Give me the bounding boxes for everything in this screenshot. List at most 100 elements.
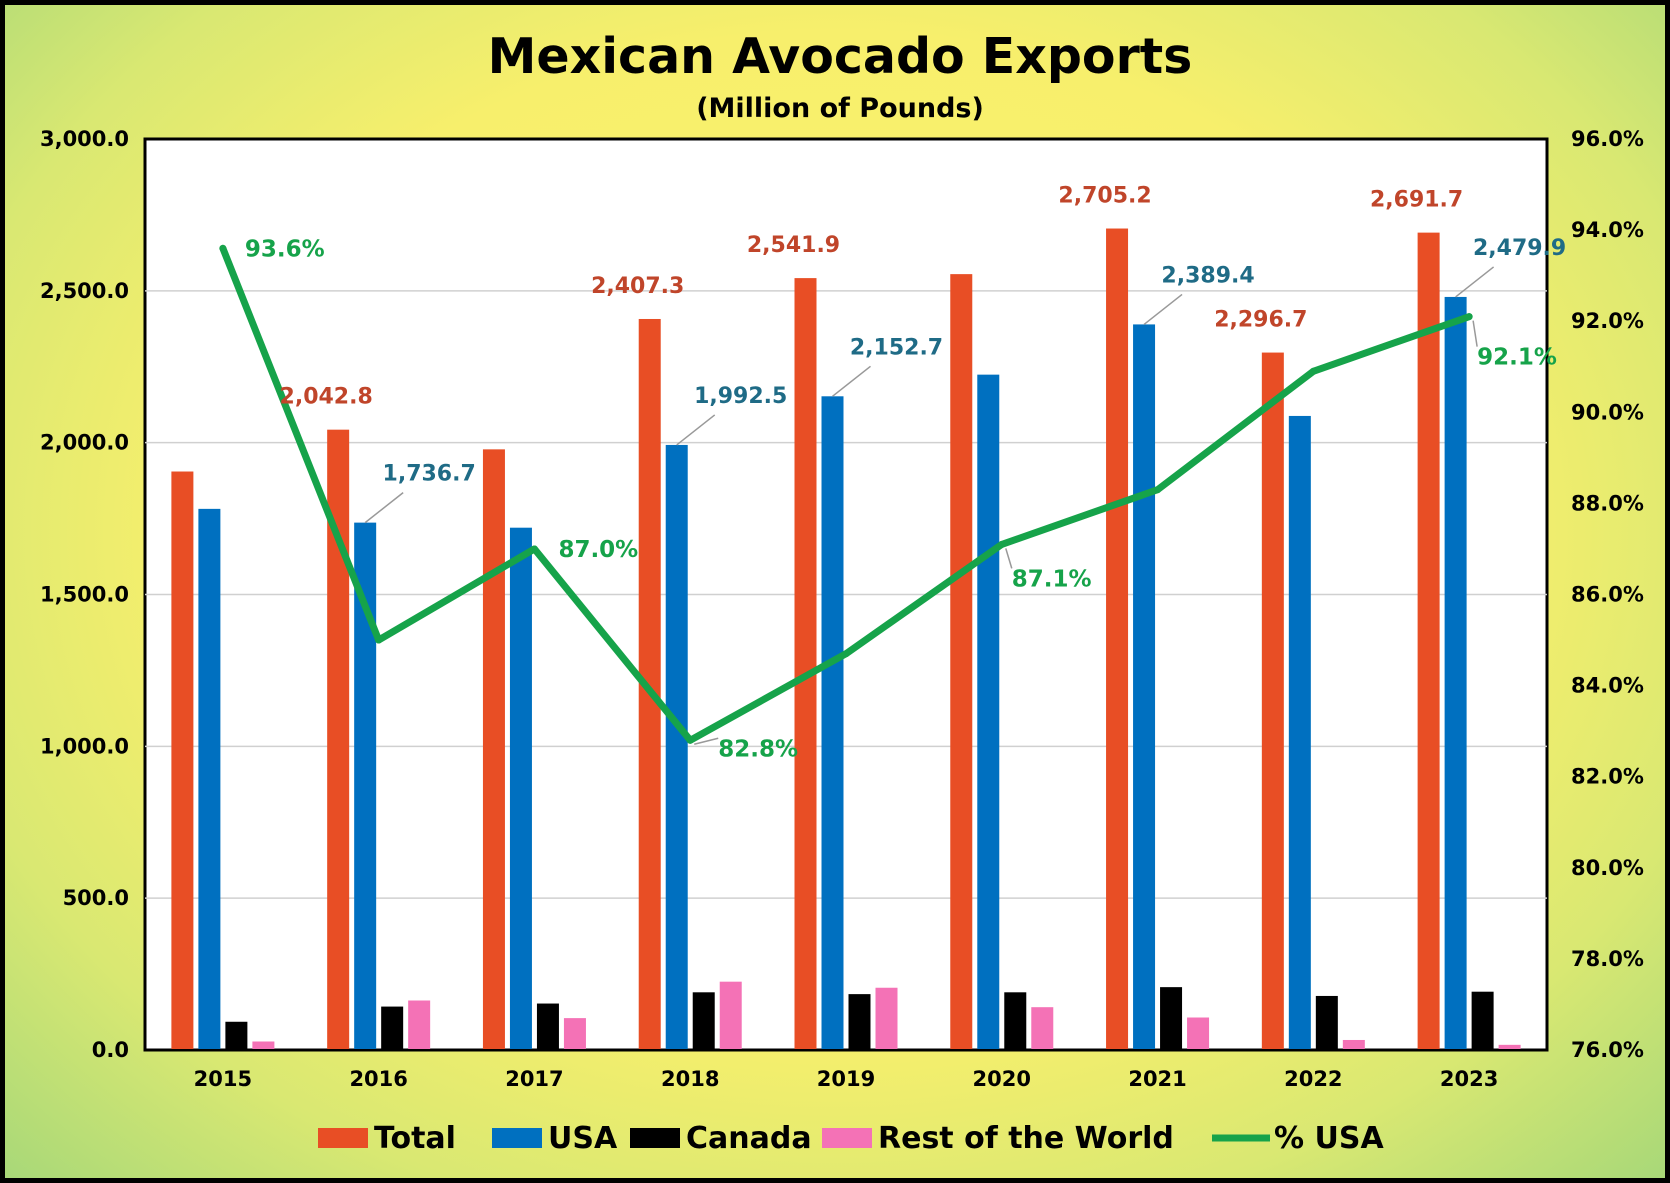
axis-layer: 0.0 500.0 1,000.0 1,500.0 2,000.0 2,500.0 3,00… — [40, 127, 1644, 1091]
bar-rest-of-the-world-2019 — [875, 987, 898, 1050]
leader-usa-2021 — [1143, 293, 1183, 326]
y-tick-label-2: 1,000.0 — [40, 734, 129, 758]
bar-canada-2020 — [1004, 992, 1027, 1050]
bar-canada-2015 — [225, 1021, 248, 1050]
leader-pct-usa-2018 — [694, 737, 719, 745]
y2-tick-label-10: 96.0% — [1571, 127, 1644, 151]
point-pct-usa-2021 — [1154, 486, 1162, 494]
bar-usa-2016 — [354, 522, 377, 1050]
data-label-total-2021: 2,705.2 — [1058, 184, 1151, 209]
y2-tick-label-1: 78.0% — [1571, 947, 1644, 971]
bar-rest-of-the-world-2015 — [252, 1041, 275, 1050]
leader-usa-2019 — [832, 365, 871, 397]
bar-usa-2021 — [1133, 324, 1156, 1051]
data-label-usa-2016: 1,736.7 — [383, 462, 476, 487]
bar-canada-2021 — [1160, 987, 1183, 1050]
x-tick-label-2021: 2021 — [1128, 1067, 1186, 1091]
grid-layer — [145, 290, 1547, 899]
bar-total-2018 — [638, 318, 661, 1050]
y-tick-label-5: 2,500.0 — [40, 279, 129, 303]
bar-rest-of-the-world-2023 — [1498, 1044, 1521, 1050]
legend: Total USA Canada Rest of the World % USA — [318, 1121, 1384, 1156]
x-tick-label-2015: 2015 — [194, 1067, 252, 1091]
bar-total-2017 — [482, 449, 505, 1051]
point-pct-usa-2017 — [530, 545, 538, 553]
point-pct-usa-2020 — [998, 540, 1006, 548]
data-label-pct-usa-2023: 92.1% — [1477, 345, 1557, 371]
data-label-total-2022: 2,296.7 — [1214, 308, 1307, 333]
x-tick-label-2018: 2018 — [661, 1067, 719, 1091]
data-label-pct-usa-2017: 87.0% — [558, 537, 638, 563]
leader-usa-2023 — [1455, 266, 1495, 298]
label-layer: 2,042.8 2,407.3 2,541.9 2,705.2 2,296.7 2,691… — [245, 184, 1566, 763]
legend-swatch-canada — [630, 1128, 680, 1148]
point-pct-usa-2018 — [686, 736, 694, 744]
bar-rest-of-the-world-2020 — [1031, 1007, 1054, 1050]
y2-tick-label-6: 88.0% — [1571, 491, 1644, 515]
legend-label-rest-of-the-world: Rest of the World — [878, 1121, 1174, 1156]
bar-canada-2022 — [1315, 995, 1338, 1050]
legend-swatch-usa — [492, 1128, 542, 1148]
legend-label-canada: Canada — [686, 1121, 812, 1156]
point-pct-usa-2023 — [1465, 313, 1473, 321]
bar-usa-2020 — [977, 374, 1000, 1050]
legend-label-total: Total — [374, 1121, 456, 1156]
x-tick-label-2022: 2022 — [1284, 1067, 1342, 1091]
bar-rest-of-the-world-2018 — [719, 981, 742, 1050]
y-tick-label-6: 3,000.0 — [40, 127, 129, 151]
data-label-usa-2019: 2,152.7 — [850, 335, 943, 360]
chart-subtitle: (Million of Pounds) — [696, 93, 984, 124]
bar-rest-of-the-world-2017 — [563, 1018, 586, 1050]
bar-canada-2019 — [848, 994, 871, 1050]
data-label-pct-usa-2015: 93.6% — [245, 236, 325, 262]
bar-rest-of-the-world-2022 — [1342, 1039, 1365, 1050]
x-tick-label-2020: 2020 — [973, 1067, 1031, 1091]
bar-usa-2023 — [1444, 296, 1467, 1051]
bar-total-2021 — [1106, 228, 1129, 1050]
y2-tick-label-9: 94.0% — [1571, 218, 1644, 242]
data-label-total-2016: 2,042.8 — [280, 385, 373, 410]
data-label-pct-usa-2018: 82.8% — [718, 736, 798, 762]
point-pct-usa-2022 — [1309, 367, 1317, 375]
data-label-usa-2018: 1,992.5 — [694, 384, 787, 409]
data-label-usa-2023: 2,479.9 — [1473, 236, 1566, 261]
line-layer — [219, 244, 1473, 744]
y2-tick-label-7: 90.0% — [1571, 400, 1644, 424]
y-tick-label-4: 2,000.0 — [40, 431, 129, 455]
bar-usa-2019 — [821, 396, 844, 1050]
y2-tick-label-3: 82.0% — [1571, 765, 1644, 789]
bar-usa-2018 — [665, 444, 688, 1050]
bar-usa-2022 — [1288, 415, 1311, 1051]
legend-label-usa: USA — [548, 1121, 618, 1156]
y2-tick-label-8: 92.0% — [1571, 309, 1644, 333]
y-tick-label-1: 500.0 — [63, 886, 129, 910]
data-label-pct-usa-2020: 87.1% — [1012, 566, 1092, 592]
bar-usa-2017 — [509, 527, 532, 1050]
legend-swatch-rest-of-the-world — [822, 1128, 872, 1148]
x-tick-label-2023: 2023 — [1440, 1067, 1498, 1091]
leader-usa-2016 — [364, 492, 404, 524]
bar-total-2019 — [794, 278, 817, 1050]
y-tick-label-3: 1,500.0 — [40, 583, 129, 607]
x-tick-label-2017: 2017 — [505, 1067, 563, 1091]
leader-pct-usa-2020 — [1005, 548, 1013, 569]
bar-layer — [171, 228, 1521, 1051]
bar-rest-of-the-world-2021 — [1187, 1017, 1210, 1050]
bar-canada-2017 — [536, 1003, 559, 1050]
bar-total-2023 — [1417, 232, 1440, 1051]
x-tick-label-2019: 2019 — [817, 1067, 875, 1091]
bar-rest-of-the-world-2016 — [408, 1000, 431, 1050]
y2-tick-label-0: 76.0% — [1571, 1038, 1644, 1062]
legend-label-pct-usa: % USA — [1274, 1121, 1384, 1156]
point-pct-usa-2015 — [219, 244, 227, 252]
y2-tick-label-2: 80.0% — [1571, 856, 1644, 880]
data-label-total-2019: 2,541.9 — [747, 233, 840, 258]
bar-total-2020 — [950, 274, 973, 1050]
point-pct-usa-2019 — [842, 650, 850, 658]
chart-title: Mexican Avocado Exports — [488, 28, 1193, 85]
chart-svg: Mexican Avocado Exports (Million of Poun… — [40, 28, 1644, 1156]
leader-pct-usa-2023 — [1472, 320, 1478, 347]
bar-usa-2015 — [198, 508, 221, 1051]
y2-tick-label-4: 84.0% — [1571, 674, 1644, 698]
